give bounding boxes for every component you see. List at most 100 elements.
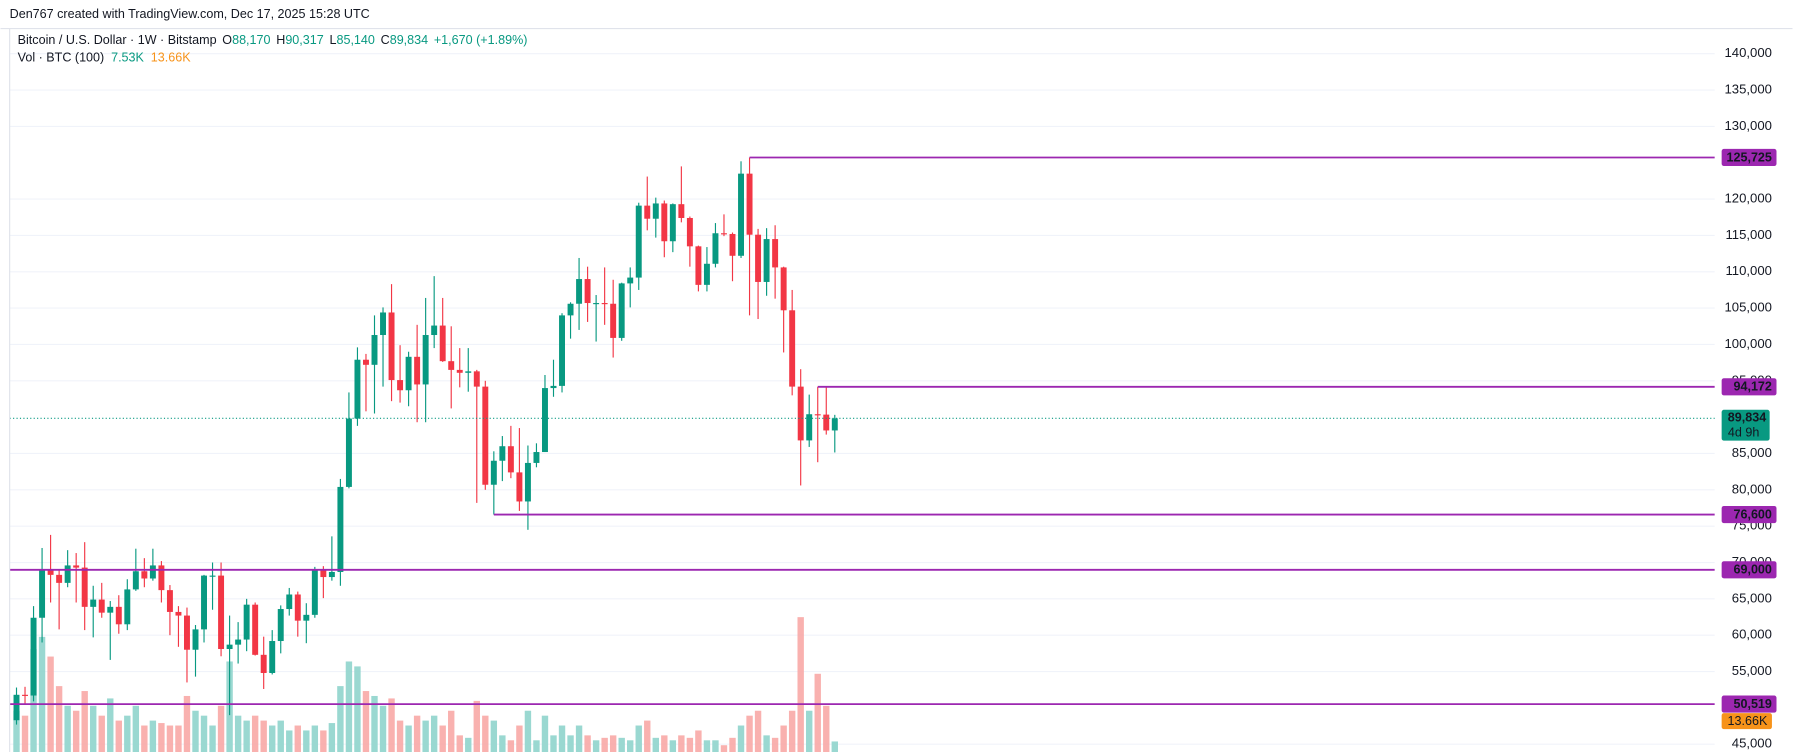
candle-body: [789, 310, 796, 387]
candle-body: [669, 204, 676, 242]
volume-bar: [269, 725, 276, 752]
y-tick-label: 45,000: [1732, 736, 1772, 751]
volume-bar: [260, 720, 267, 752]
volume-bar: [524, 710, 532, 752]
volume-title: Vol · BTC (100): [18, 51, 105, 65]
y-tick-label: 115,000: [1725, 227, 1771, 242]
volume-bar: [405, 725, 412, 752]
high-value: 90,317: [285, 33, 323, 47]
high-label: H: [276, 33, 285, 47]
volume-bar: [158, 723, 165, 752]
volume-bar: [627, 740, 634, 752]
volume-bar: [592, 740, 600, 752]
candle-body: [260, 654, 267, 673]
candle-body: [635, 205, 642, 278]
candle-body: [107, 606, 114, 613]
volume-ma-badge: [1721, 713, 1772, 730]
candle-body: [482, 386, 489, 485]
candle-body: [371, 335, 378, 365]
candle-body: [397, 380, 404, 391]
volume-bar: [175, 725, 182, 752]
level-label: 76,600: [1733, 507, 1771, 521]
volume-bar: [209, 725, 216, 752]
candle-body: [218, 575, 225, 650]
header: Den767 created with TradingView.com, Dec…: [10, 7, 370, 21]
candle-body: [422, 335, 429, 385]
y-tick-label: 85,000: [1732, 445, 1772, 460]
volume-bar: [379, 705, 387, 752]
volume-bar: [712, 740, 719, 752]
volume-bar: [251, 715, 259, 752]
candle-body: [490, 460, 497, 485]
legend-volume: Vol · BTC (100) 7.53K 13.66K: [18, 51, 192, 65]
candle-body: [695, 246, 702, 285]
candle-body: [320, 569, 327, 578]
candle-body: [252, 604, 259, 655]
candle-body: [158, 565, 165, 591]
candle-body: [550, 385, 557, 389]
volume-bar: [328, 723, 336, 752]
candle-body: [516, 472, 523, 502]
candle-body: [226, 644, 233, 650]
volume-pane: [13, 617, 838, 752]
volume-bar: [754, 710, 762, 752]
candle-body: [277, 609, 284, 642]
candle-body: [201, 575, 207, 630]
volume-bar: [200, 715, 208, 752]
level-label: 94,172: [1733, 380, 1771, 394]
candle-body: [149, 565, 156, 579]
candle-body: [814, 414, 821, 416]
candle-body: [729, 233, 736, 256]
volume-bar: [695, 730, 702, 752]
candle-body: [499, 446, 506, 461]
candle-body: [661, 203, 668, 242]
candle-body: [610, 303, 617, 338]
y-tick-label: 110,000: [1725, 263, 1771, 278]
volume-bar: [806, 710, 813, 752]
volume-bar: [669, 740, 677, 752]
volume-bar: [737, 725, 745, 752]
volume-bar: [107, 698, 114, 752]
candle-body: [431, 325, 438, 336]
grid: [9, 53, 1715, 745]
candle-body: [559, 315, 565, 386]
candle-body: [456, 369, 463, 373]
candle-body: [593, 303, 600, 305]
volume-bar: [337, 686, 344, 752]
volume-bar: [217, 705, 225, 752]
close-label: C: [381, 33, 390, 47]
y-tick-label: 60,000: [1732, 627, 1772, 642]
volume-bar: [558, 725, 566, 752]
volume-bar: [192, 710, 199, 752]
candle-body: [618, 283, 625, 338]
candle-body: [209, 575, 216, 577]
volume-bar: [166, 725, 174, 752]
volume-bar: [413, 715, 421, 752]
legend-main: Bitcoin / U.S. Dollar · 1W · Bitstamp O88…: [18, 33, 528, 47]
candle-body: [184, 615, 190, 650]
volume-bar: [507, 740, 515, 752]
level-badge: [1721, 695, 1777, 713]
volume-bar: [115, 720, 122, 752]
candle-body: [13, 694, 20, 721]
symbol: Bitcoin / U.S. Dollar · 1W · Bitstamp: [18, 33, 217, 47]
volume-bar: [320, 730, 327, 752]
candle-body: [644, 205, 651, 219]
candle-body: [345, 418, 352, 487]
candle-body: [354, 359, 361, 419]
volume-bar: [277, 720, 284, 752]
volume-bar: [609, 735, 617, 752]
candle-body: [337, 486, 344, 572]
volume-bar: [72, 710, 80, 752]
volume-bar: [678, 735, 685, 752]
candle-body: [414, 356, 421, 385]
candle-body: [465, 371, 472, 373]
y-tick-label: 130,000: [1724, 118, 1771, 133]
volume-bar: [243, 720, 250, 752]
volume-bar: [482, 715, 489, 752]
candle-body: [797, 386, 804, 441]
volume-bar: [746, 715, 753, 752]
volume-bar: [21, 715, 29, 752]
candle-body: [90, 599, 97, 607]
